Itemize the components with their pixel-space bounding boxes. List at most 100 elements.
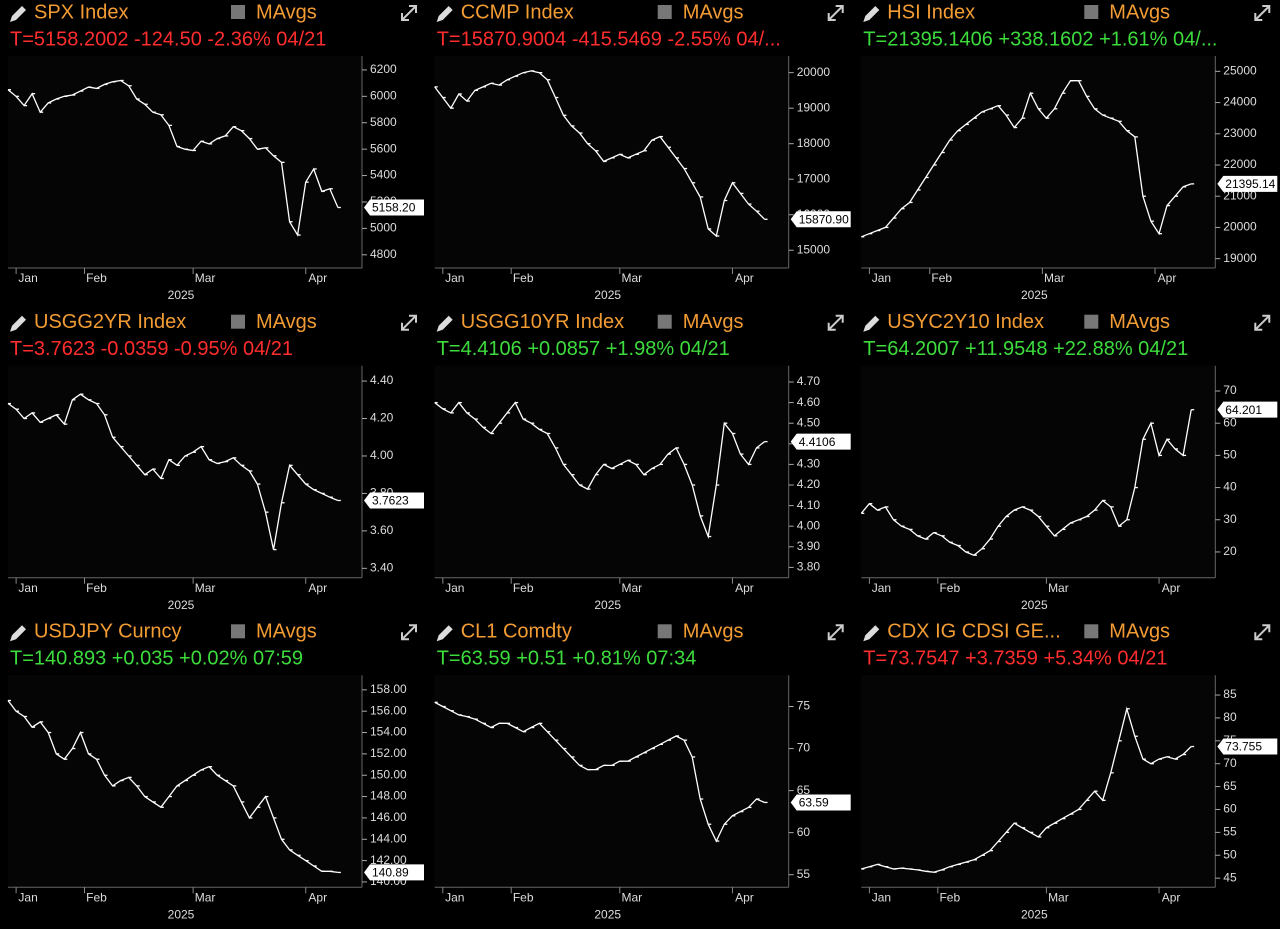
y-tick-label: 80 bbox=[1223, 710, 1237, 724]
y-tick-label: 146.00 bbox=[370, 810, 407, 824]
x-tick-label: Feb bbox=[513, 271, 534, 285]
expand-icon[interactable] bbox=[401, 5, 417, 21]
edit-icon[interactable] bbox=[10, 315, 26, 332]
legend-swatch[interactable] bbox=[657, 5, 672, 19]
last-value-tag bbox=[1217, 175, 1278, 192]
price-line bbox=[861, 80, 1192, 238]
plot-area bbox=[434, 365, 789, 578]
x-tick-label: Jan bbox=[872, 271, 891, 285]
x-tick-label: Mar bbox=[621, 890, 642, 904]
y-tick-label: 60 bbox=[797, 825, 811, 839]
legend-swatch[interactable] bbox=[231, 5, 245, 19]
legend-swatch[interactable] bbox=[657, 314, 672, 329]
y-tick-label: 50 bbox=[1223, 448, 1237, 462]
price-line bbox=[434, 701, 765, 843]
edit-icon[interactable] bbox=[863, 315, 880, 332]
expand-icon[interactable] bbox=[401, 314, 417, 331]
legend-swatch[interactable] bbox=[1084, 624, 1099, 639]
edit-icon[interactable] bbox=[10, 6, 26, 22]
expand-icon[interactable] bbox=[1254, 624, 1271, 641]
legend-label[interactable]: MAvgs bbox=[1109, 311, 1170, 333]
chart-title: CCMP Index bbox=[461, 1, 574, 23]
price-line bbox=[861, 706, 1192, 873]
y-tick-label: 70 bbox=[797, 741, 811, 755]
last-value-label: 73.755 bbox=[1225, 740, 1262, 754]
y-tick-label: 4.70 bbox=[797, 374, 821, 388]
y-tick-label: 65 bbox=[1223, 779, 1237, 793]
x-tick-label: Feb bbox=[513, 890, 534, 904]
legend-label[interactable]: MAvgs bbox=[256, 1, 317, 23]
y-tick-label: 45 bbox=[1223, 870, 1237, 884]
chart-panel: CCMP Index MAvgs T=15870.9004 -415.5469 -2… bbox=[434, 1, 851, 302]
expand-icon[interactable] bbox=[827, 5, 844, 21]
last-value-label: 4.4106 bbox=[799, 435, 836, 449]
x-tick-label: Jan bbox=[872, 581, 891, 595]
last-value-label: 5158.20 bbox=[372, 201, 416, 215]
y-tick-label: 20 bbox=[1223, 544, 1237, 558]
y-tick-label: 154.00 bbox=[370, 725, 407, 739]
y-tick-label: 23000 bbox=[1223, 126, 1257, 140]
expand-icon[interactable] bbox=[827, 314, 844, 331]
legend-label[interactable]: MAvgs bbox=[683, 1, 744, 23]
y-tick-label: 85 bbox=[1223, 687, 1237, 701]
x-tick-label: Mar bbox=[621, 271, 642, 285]
last-value-label: 3.7623 bbox=[372, 494, 409, 508]
legend-label[interactable]: MAvgs bbox=[683, 621, 744, 643]
legend-swatch[interactable] bbox=[1084, 314, 1099, 329]
expand-icon[interactable] bbox=[827, 624, 844, 641]
y-tick-label: 4.40 bbox=[370, 373, 394, 387]
y-tick-label: 4.60 bbox=[797, 395, 821, 409]
legend-label[interactable]: MAvgs bbox=[683, 311, 744, 333]
legend-label[interactable]: MAvgs bbox=[1109, 621, 1170, 643]
expand-icon[interactable] bbox=[1254, 314, 1271, 331]
chart-panel: CDX IG CDSI GE... MAvgs T=73.7547 +3.7359 … bbox=[861, 621, 1278, 921]
x-tick-label: Jan bbox=[445, 581, 464, 595]
y-tick-label: 19000 bbox=[797, 100, 831, 114]
x-tick-label: Apr bbox=[1162, 581, 1181, 595]
y-tick-label: 70 bbox=[1223, 383, 1237, 397]
legend-swatch[interactable] bbox=[1084, 5, 1099, 19]
x-axis-label: 2025 bbox=[168, 598, 195, 612]
x-tick-label: Apr bbox=[735, 581, 754, 595]
legend-swatch[interactable] bbox=[231, 314, 245, 329]
chart-panel: CL1 Comdty MAvgs T=63.59 +0.51 +0.81% 07:3… bbox=[434, 621, 851, 921]
x-tick-label: Mar bbox=[195, 271, 216, 285]
y-tick-label: 60 bbox=[1223, 802, 1237, 816]
x-tick-label: Mar bbox=[1048, 890, 1069, 904]
legend-label[interactable]: MAvgs bbox=[256, 621, 317, 643]
edit-icon[interactable] bbox=[436, 6, 453, 22]
edit-icon[interactable] bbox=[863, 625, 880, 642]
last-value-tag bbox=[790, 433, 851, 450]
x-axis-label: 2025 bbox=[594, 288, 621, 302]
chart-title: SPX Index bbox=[34, 1, 129, 23]
y-tick-label: 3.60 bbox=[370, 523, 394, 537]
x-tick-label: Apr bbox=[735, 890, 754, 904]
y-tick-label: 150.00 bbox=[370, 767, 407, 781]
last-value-tag bbox=[790, 794, 851, 811]
edit-icon[interactable] bbox=[863, 6, 880, 22]
y-tick-label: 4.20 bbox=[797, 477, 821, 491]
plot-area bbox=[8, 365, 362, 578]
x-tick-label: Feb bbox=[931, 271, 952, 285]
last-value-tag bbox=[1217, 401, 1278, 418]
x-axis-label: 2025 bbox=[1021, 288, 1048, 302]
x-axis-label: 2025 bbox=[1021, 907, 1048, 921]
expand-icon[interactable] bbox=[401, 624, 417, 641]
edit-icon[interactable] bbox=[436, 315, 453, 332]
expand-icon[interactable] bbox=[1254, 5, 1271, 21]
legend-label[interactable]: MAvgs bbox=[1109, 1, 1170, 23]
chart-title: CL1 Comdty bbox=[461, 621, 572, 643]
price-line bbox=[7, 393, 339, 550]
y-tick-label: 4.50 bbox=[797, 415, 821, 429]
legend-swatch[interactable] bbox=[231, 624, 245, 639]
legend-label[interactable]: MAvgs bbox=[256, 311, 317, 333]
x-tick-label: Feb bbox=[939, 581, 960, 595]
y-tick-label: 6000 bbox=[370, 89, 397, 103]
edit-icon[interactable] bbox=[436, 625, 453, 642]
last-value-label: 21395.14 bbox=[1225, 177, 1275, 191]
y-tick-label: 21000 bbox=[1223, 188, 1257, 202]
edit-icon[interactable] bbox=[10, 625, 26, 642]
y-tick-label: 5000 bbox=[370, 221, 397, 235]
legend-swatch[interactable] bbox=[657, 624, 672, 639]
